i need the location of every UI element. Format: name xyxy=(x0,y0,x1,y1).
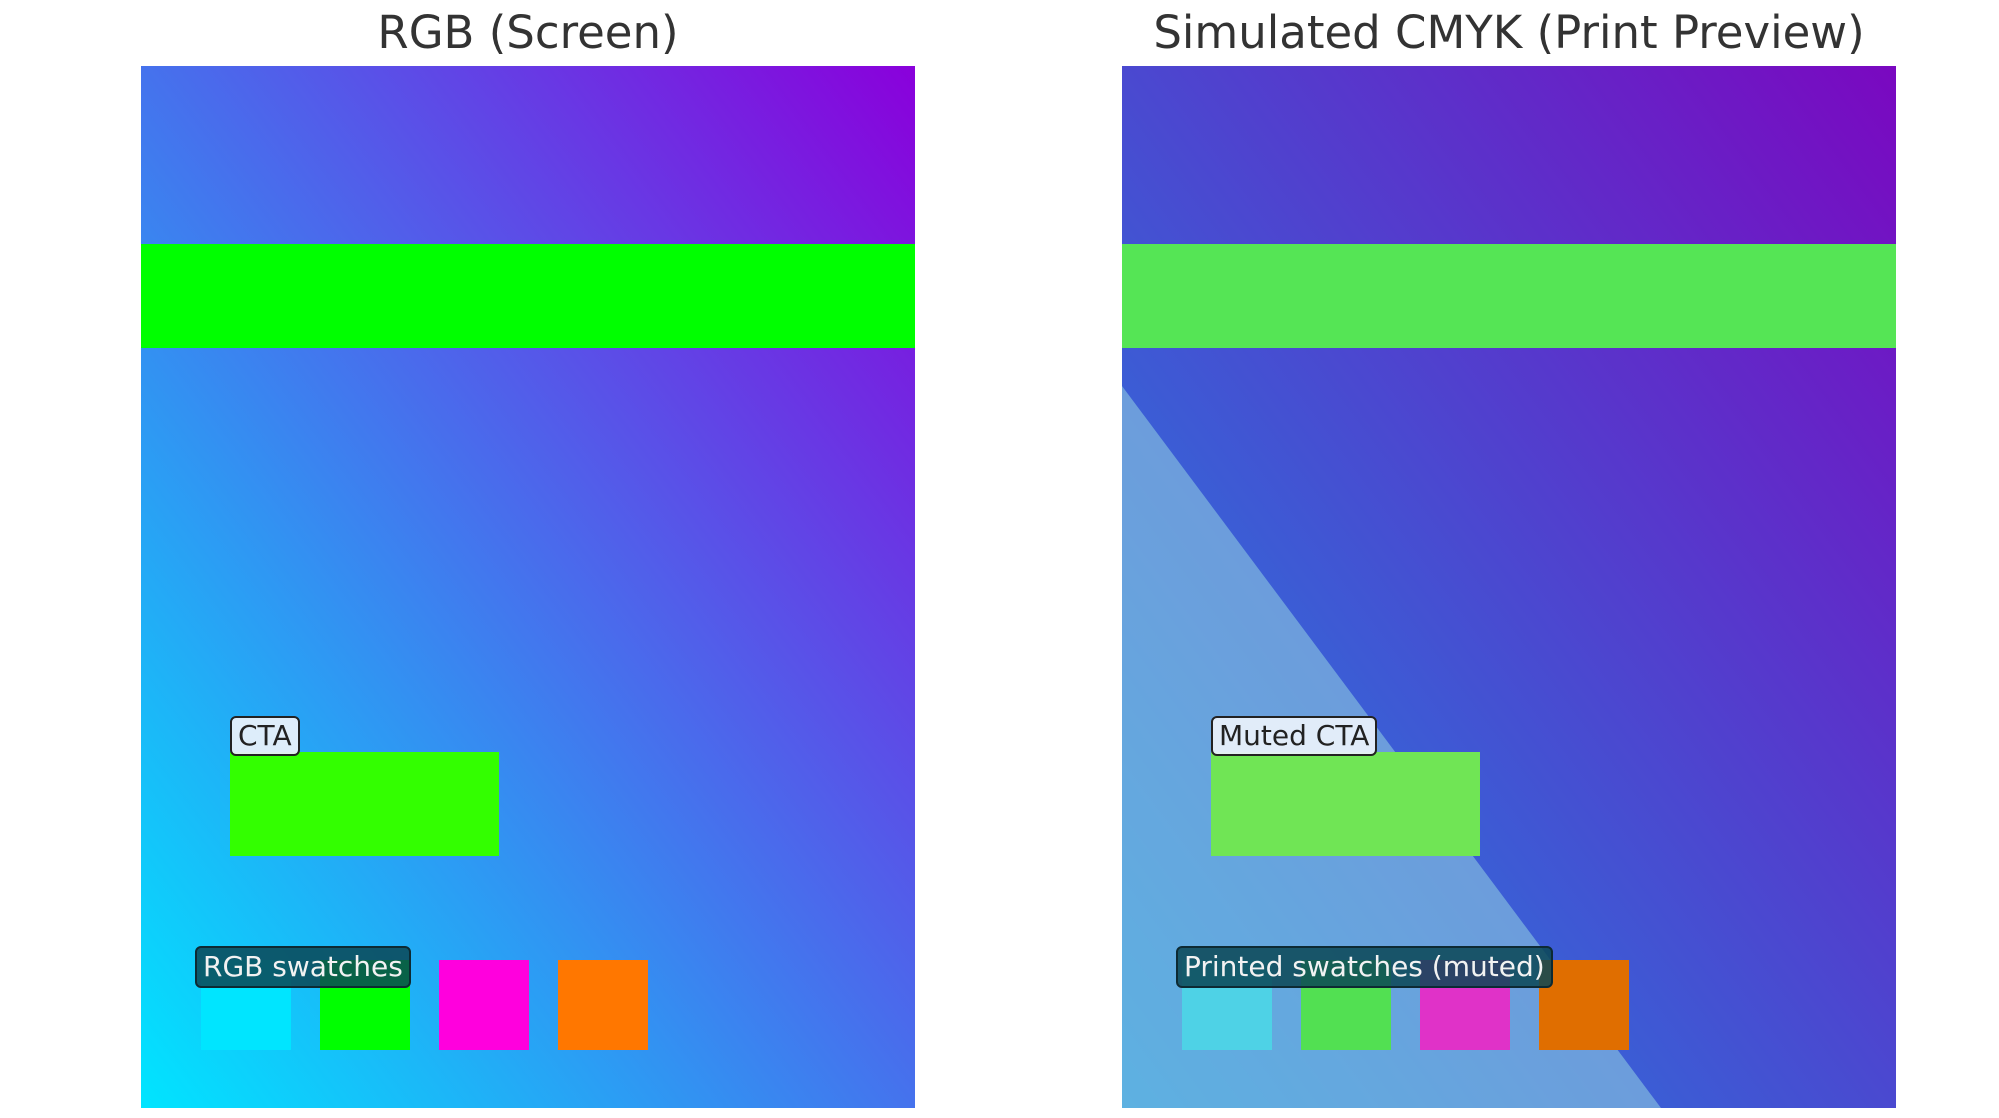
swatch-orange xyxy=(558,960,648,1050)
swatch-magenta xyxy=(439,960,529,1050)
swatches-label: RGB swatches xyxy=(195,946,411,988)
cta-label: Muted CTA xyxy=(1211,716,1378,756)
gradient-background xyxy=(141,66,915,1108)
panel-title: Simulated CMYK (Print Preview) xyxy=(1153,6,1865,59)
preview-canvas: CTA RGB swatches xyxy=(141,66,915,1108)
cta-button[interactable] xyxy=(230,752,499,856)
cta-button[interactable] xyxy=(1211,752,1480,856)
preview-canvas: Muted CTA Printed swatches (muted) xyxy=(1122,66,1896,1108)
swatch-orange xyxy=(1539,960,1629,1050)
cta-label: CTA xyxy=(230,716,300,756)
swatches-label: Printed swatches (muted) xyxy=(1176,946,1553,988)
hero-band xyxy=(141,244,915,348)
panel-title: RGB (Screen) xyxy=(377,6,679,59)
hero-band xyxy=(1122,244,1896,348)
